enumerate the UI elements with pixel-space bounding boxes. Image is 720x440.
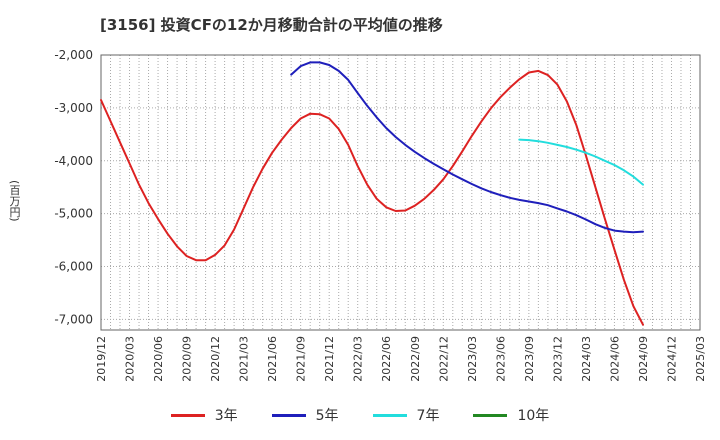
x-tick-label: 2024/03 [580, 336, 593, 382]
legend-swatch-5y [271, 413, 306, 417]
legend-item-7y[interactable]: 7年 [372, 405, 440, 425]
plot-area [101, 55, 700, 330]
series-line-0 [100, 69, 644, 326]
legend-label-10y: 10年 [517, 408, 550, 424]
y-tick-label: -2,000 [54, 48, 93, 62]
x-tick-label: 2020/06 [152, 336, 165, 382]
plot-frame [100, 54, 701, 331]
x-tick-label: 2021/03 [238, 336, 251, 382]
series-line-2 [518, 138, 644, 186]
y-tick-label: -4,000 [54, 154, 93, 168]
y-tick-label: -6,000 [54, 260, 93, 274]
x-tick-label: 2023/06 [494, 336, 507, 382]
y-tick-label: -7,000 [54, 312, 93, 326]
legend-label-7y: 7年 [416, 408, 440, 424]
y-tick-label: -5,000 [54, 207, 93, 221]
x-tick-label: 2025/03 [694, 336, 707, 382]
line-chart: -2,000 -3,000 -4,000 -5,000 -6,000 -7,0002019… [54, 48, 707, 382]
x-tick-label: 2020/12 [209, 336, 222, 382]
x-tick-label: 2023/03 [466, 336, 479, 382]
legend-item-5y[interactable]: 5年 [271, 405, 339, 425]
legend-swatch-3y [170, 413, 205, 417]
legend-label-3y: 3年 [214, 408, 238, 424]
y-axis-label: (百万円) [8, 180, 21, 222]
y-tick-label: -3,000 [54, 101, 93, 115]
legend-item-3y[interactable]: 3年 [170, 405, 238, 425]
x-tick-label: 2021/12 [323, 336, 336, 382]
x-tick-label: 2022/03 [352, 336, 365, 382]
x-tick-label: 2023/12 [551, 336, 564, 382]
x-tick-label: 2019/12 [95, 336, 108, 382]
legend-swatch-10y [473, 413, 508, 417]
x-tick-label: 2022/06 [380, 336, 393, 382]
x-tick-label: 2024/09 [637, 336, 650, 382]
x-tick-label: 2022/09 [409, 336, 422, 382]
x-tick-label: 2024/12 [665, 336, 678, 382]
x-tick-label: 2021/06 [266, 336, 279, 382]
x-tick-label: 2021/09 [295, 336, 308, 382]
series-line-1 [290, 61, 644, 234]
x-tick-label: 2024/06 [608, 336, 621, 382]
x-tick-label: 2020/03 [124, 336, 137, 382]
x-tick-label: 2020/09 [181, 336, 194, 382]
legend-label-5y: 5年 [315, 408, 339, 424]
x-tick-label: 2023/09 [523, 336, 536, 382]
chart-legend: 3年 5年 7年 10年 [0, 405, 720, 425]
legend-swatch-7y [372, 413, 407, 417]
x-tick-label: 2022/12 [437, 336, 450, 382]
chart-title: [3156] 投資CFの12か月移動合計の平均値の推移 [100, 16, 443, 34]
legend-item-10y[interactable]: 10年 [473, 405, 549, 425]
